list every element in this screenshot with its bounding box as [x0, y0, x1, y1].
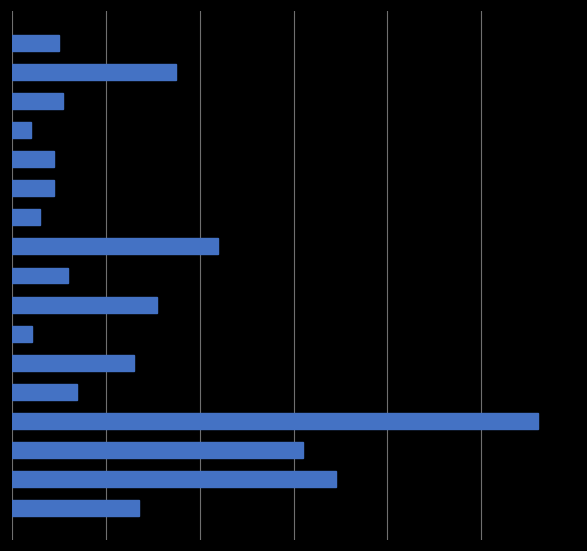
Bar: [12, 122, 31, 138]
Bar: [12, 500, 139, 516]
Bar: [12, 413, 538, 429]
Bar: [12, 35, 59, 51]
Bar: [12, 239, 218, 255]
Bar: [12, 152, 54, 168]
Bar: [12, 209, 40, 225]
Bar: [12, 64, 176, 80]
Bar: [12, 355, 134, 371]
Bar: [12, 383, 77, 399]
Bar: [12, 471, 336, 487]
Bar: [12, 93, 63, 109]
Bar: [12, 267, 68, 284]
Bar: [12, 180, 54, 196]
Bar: [12, 326, 32, 342]
Bar: [12, 296, 157, 312]
Bar: [12, 442, 303, 458]
